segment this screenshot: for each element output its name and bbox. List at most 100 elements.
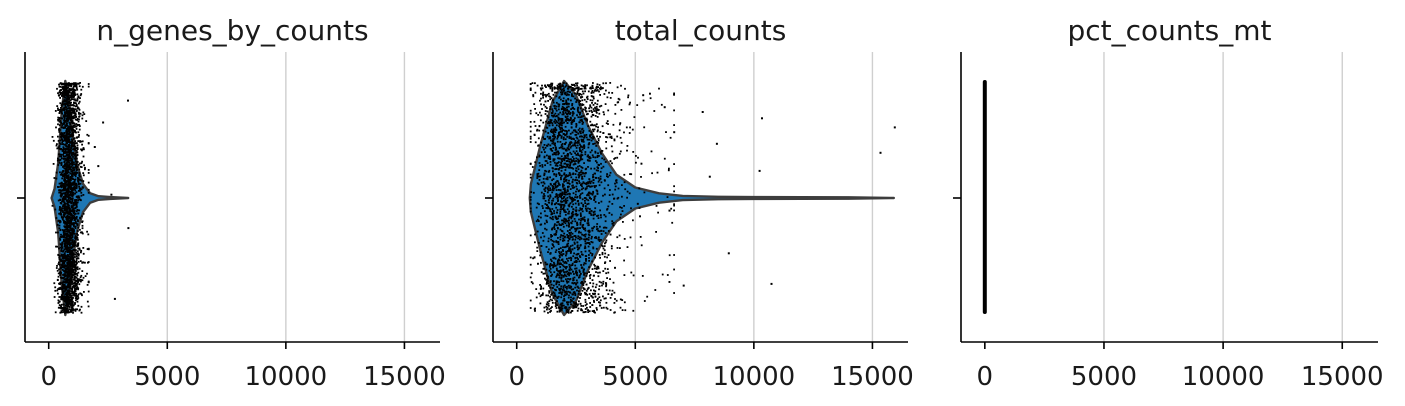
data-point (594, 290, 597, 292)
data-point (590, 289, 592, 292)
data-point (573, 252, 575, 255)
data-point (586, 138, 589, 141)
data-point (586, 293, 589, 296)
data-point (575, 236, 577, 239)
data-point (60, 233, 62, 236)
data-point (565, 166, 567, 169)
data-point (59, 237, 61, 240)
data-point (60, 298, 62, 300)
data-point (536, 128, 539, 131)
data-point (79, 198, 82, 201)
data-point (69, 102, 72, 105)
data-point (62, 287, 65, 290)
data-point (556, 263, 559, 266)
data-point (580, 93, 583, 96)
data-point (554, 305, 557, 308)
data-point (568, 129, 570, 132)
data-point (568, 286, 571, 289)
data-point (590, 241, 593, 243)
data-point (579, 231, 582, 234)
data-point (604, 252, 607, 255)
data-point (78, 128, 81, 131)
data-point (572, 137, 574, 140)
data-point (72, 131, 75, 134)
data-point (636, 104, 639, 106)
data-point (63, 245, 66, 248)
data-point (70, 221, 73, 224)
data-point (566, 135, 569, 138)
data-point (576, 286, 579, 288)
data-point (573, 157, 575, 160)
data-point (590, 139, 593, 142)
data-point (69, 162, 72, 165)
data-point (568, 179, 570, 182)
data-point (556, 262, 559, 264)
data-point (557, 135, 559, 137)
data-point (72, 117, 75, 119)
data-point (73, 148, 76, 151)
data-point (558, 281, 561, 284)
data-point (564, 138, 567, 141)
data-point (581, 123, 584, 125)
data-point (58, 296, 61, 298)
data-point (63, 252, 66, 255)
data-point (540, 114, 543, 117)
data-point (79, 292, 82, 295)
data-point (68, 165, 71, 168)
data-point (67, 226, 70, 229)
data-point (75, 115, 78, 118)
data-point (575, 153, 578, 156)
data-point (62, 274, 64, 276)
data-point (570, 99, 572, 102)
data-point (543, 103, 545, 106)
data-point (537, 114, 540, 116)
data-point (547, 294, 550, 297)
data-point (574, 193, 577, 196)
data-point (577, 111, 580, 114)
data-point (605, 239, 608, 242)
data-point (614, 188, 617, 191)
data-point (551, 167, 554, 169)
data-point (74, 227, 77, 229)
data-point (559, 141, 562, 143)
data-point (70, 117, 73, 120)
data-point (72, 183, 74, 186)
data-point (75, 257, 78, 260)
data-point (61, 93, 64, 96)
data-point (57, 119, 60, 122)
data-point (78, 162, 81, 165)
data-point (584, 188, 587, 191)
data-point (563, 121, 565, 124)
data-point (75, 104, 78, 106)
data-point (591, 113, 594, 116)
data-point (587, 166, 589, 168)
data-point (75, 296, 78, 298)
data-point (573, 83, 575, 86)
data-point (570, 268, 573, 271)
data-point (553, 104, 556, 107)
data-point (552, 101, 555, 104)
data-point (71, 255, 74, 258)
data-point (554, 131, 557, 133)
data-point (529, 112, 532, 115)
data-point (72, 148, 75, 151)
data-point (61, 307, 64, 309)
data-point (66, 255, 69, 257)
data-point (585, 198, 588, 201)
data-point (62, 153, 64, 156)
data-point (72, 204, 75, 207)
data-point (54, 110, 57, 112)
data-point (568, 143, 570, 146)
data-point (551, 191, 554, 194)
data-point (600, 162, 602, 165)
data-point (581, 171, 584, 174)
data-point (58, 91, 61, 94)
data-point (540, 141, 542, 144)
data-point (547, 275, 550, 278)
data-point (551, 90, 554, 92)
data-point (86, 300, 89, 303)
data-point (551, 130, 554, 133)
data-point (534, 141, 537, 144)
data-point (583, 218, 585, 221)
data-point (63, 270, 65, 272)
